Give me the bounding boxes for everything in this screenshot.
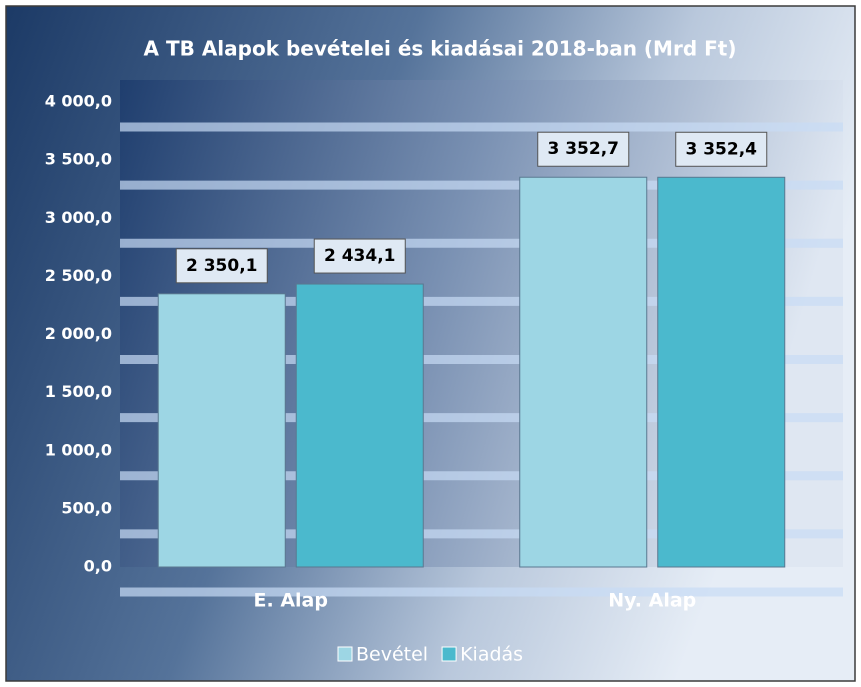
y-tick-label: 1 500,0 — [45, 382, 112, 401]
data-label: 3 352,4 — [685, 139, 757, 159]
legend-swatch — [441, 646, 457, 662]
y-tick-label: 0,0 — [84, 557, 112, 576]
x-tick-label: Ny. Alap — [608, 590, 696, 612]
legend-label: Bevétel — [356, 644, 428, 666]
y-tick-label: 3 000,0 — [45, 208, 112, 227]
legend-swatch — [337, 646, 353, 662]
data-label: 3 352,7 — [547, 139, 619, 159]
chart-title: A TB Alapok bevételei és kiadásai 2018-b… — [144, 37, 737, 61]
data-label: 2 434,1 — [324, 246, 396, 266]
y-tick-label: 4 000,0 — [45, 92, 112, 111]
bar — [519, 176, 648, 568]
data-label-box — [175, 248, 268, 284]
x-tick-label: E. Alap — [254, 590, 328, 612]
legend-label: Kiadás — [460, 644, 523, 666]
data-label-box — [537, 131, 630, 167]
data-label-box — [313, 238, 406, 274]
y-tick-label: 1 000,0 — [45, 440, 112, 459]
y-tick-label: 3 500,0 — [45, 150, 112, 169]
data-label-box — [675, 131, 768, 167]
bar — [657, 176, 786, 568]
y-tick-label: 500,0 — [61, 498, 112, 517]
y-tick-label: 2 500,0 — [45, 266, 112, 285]
bar — [157, 293, 286, 568]
bar — [295, 283, 424, 568]
data-label: 2 350,1 — [186, 256, 258, 276]
y-tick-label: 2 000,0 — [45, 324, 112, 343]
